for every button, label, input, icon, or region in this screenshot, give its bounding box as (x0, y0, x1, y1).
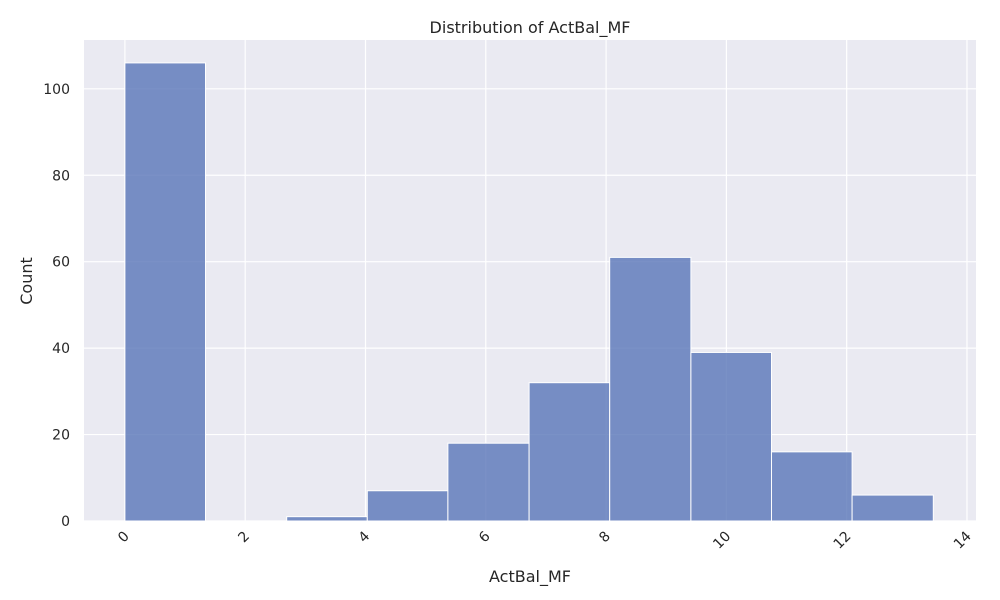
histogram-bar-9 (851, 494, 934, 522)
y-tick-label-2: 40 (52, 341, 70, 357)
histogram-bar-2 (286, 516, 368, 522)
histogram-bar-0 (124, 62, 206, 522)
y-tick-label-1: 20 (52, 428, 70, 444)
x-tick-label-6: 12 (831, 529, 855, 553)
y-tick-label-4: 80 (52, 168, 70, 184)
chart-title: Distribution of ActBal_MF (430, 18, 631, 38)
histogram-bar-5 (528, 382, 611, 522)
x-tick-label-1: 2 (235, 529, 253, 547)
y-axis-title: Count (17, 257, 36, 305)
histogram-bars (124, 62, 934, 522)
x-tick-label-2: 4 (356, 528, 374, 546)
histogram-bar-8 (770, 451, 853, 522)
x-tick-label-3: 6 (476, 528, 494, 546)
histogram-bar-4 (447, 442, 530, 522)
x-axis-ticks: 0 2 4 6 8 10 12 14 (115, 528, 975, 552)
x-axis-title: ActBal_MF (489, 567, 571, 587)
histogram-bar-7 (690, 351, 772, 522)
x-tick-label-4: 8 (596, 529, 614, 547)
x-tick-label-5: 10 (710, 529, 734, 553)
y-axis-ticks: 0 20 40 60 80 100 (43, 82, 70, 530)
y-tick-label-5: 100 (43, 82, 70, 98)
histogram-bar-3 (366, 490, 449, 522)
y-tick-label-0: 0 (61, 514, 70, 530)
y-tick-label-3: 60 (52, 255, 70, 271)
histogram-bar-6 (609, 256, 692, 522)
x-tick-label-7: 14 (951, 528, 975, 552)
x-tick-label-0: 0 (115, 529, 133, 547)
